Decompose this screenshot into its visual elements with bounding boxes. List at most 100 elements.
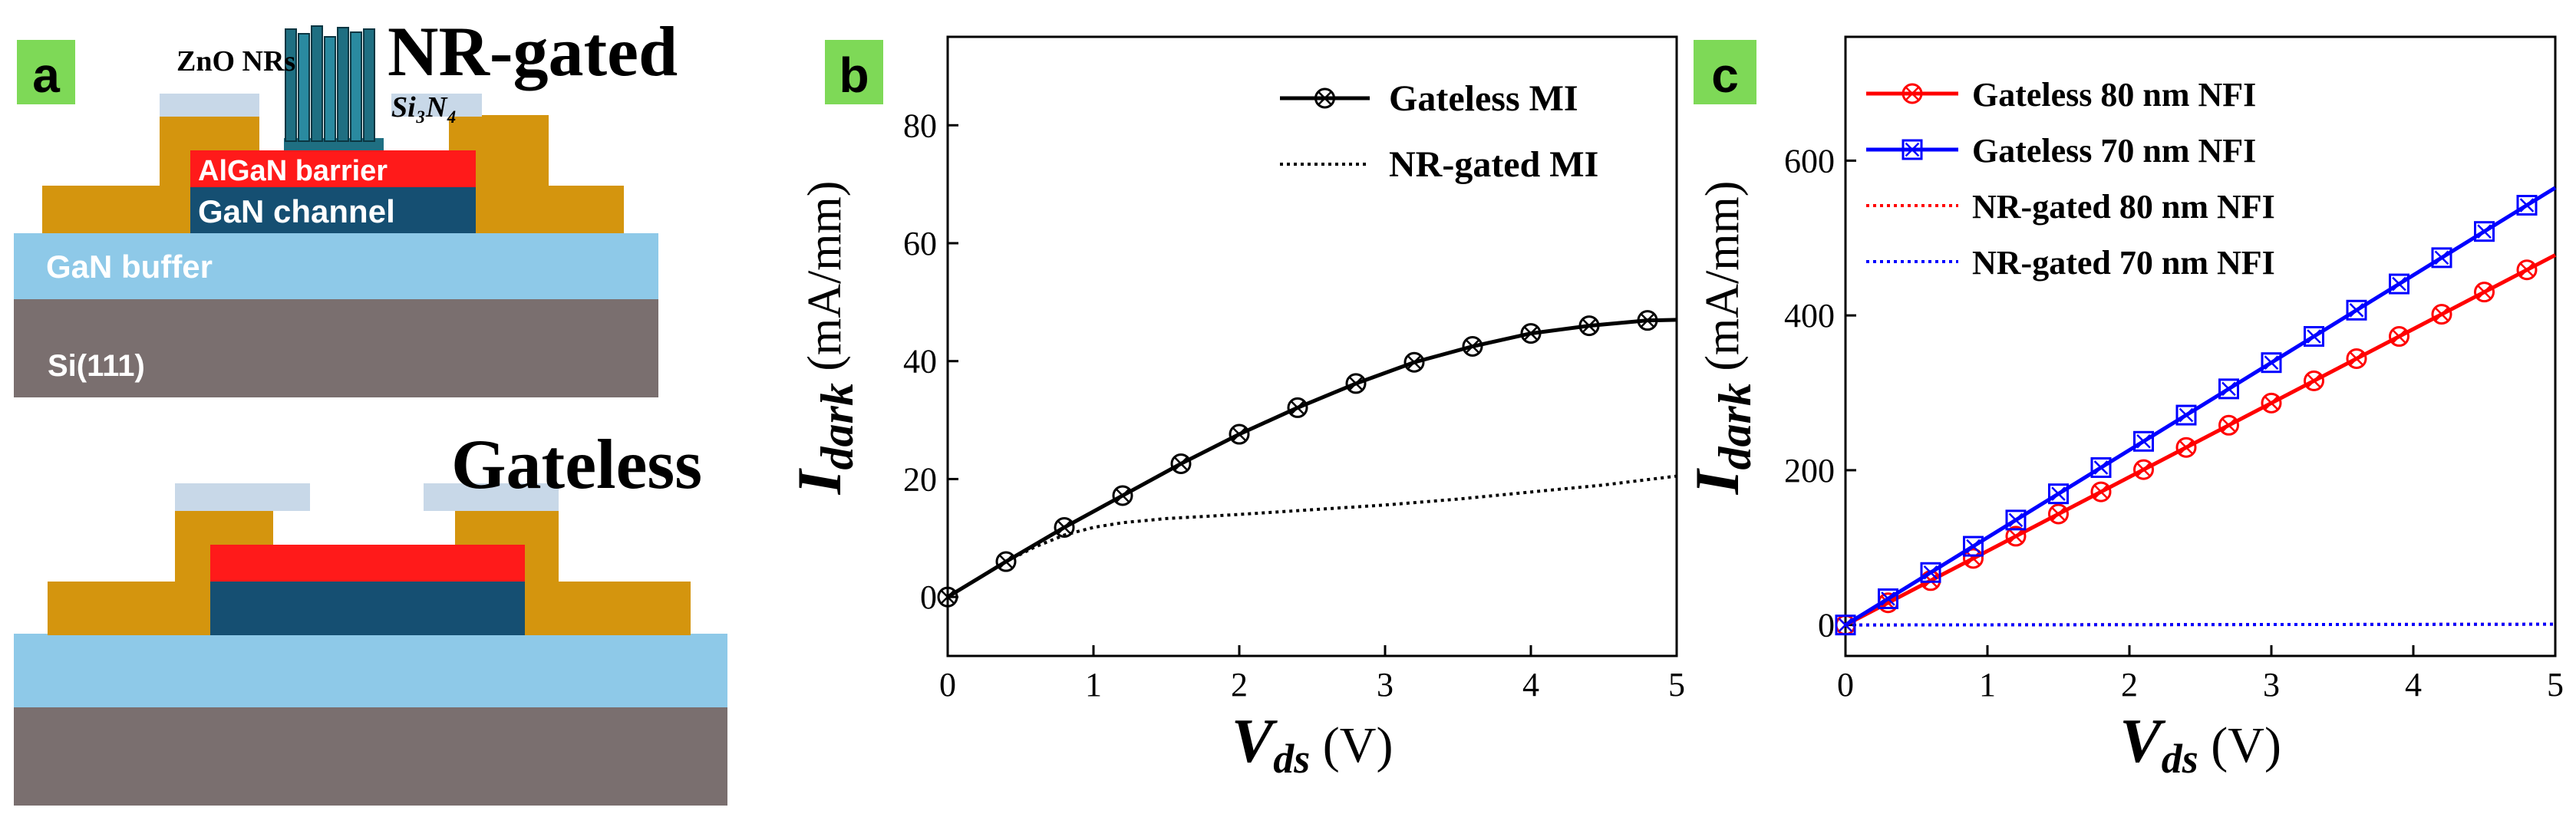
data-point-marker-cross	[1290, 400, 1305, 415]
data-point-marker-cross	[1966, 539, 1981, 554]
legend-label: Gateless 80 nm NFI	[1972, 76, 2256, 114]
data-point-marker	[1403, 351, 1425, 373]
si3n4-left	[160, 94, 259, 117]
data-point-marker-cross	[1966, 551, 1981, 566]
data-point-marker	[2516, 259, 2538, 281]
substrate-gateless	[14, 706, 727, 806]
panel-a-label-bg	[17, 40, 75, 104]
data-point-marker-cross	[1318, 91, 1332, 106]
panel-c-label: c	[1711, 48, 1739, 103]
data-point-marker-cross	[2307, 329, 2321, 344]
data-point-marker-cross	[1582, 318, 1597, 333]
series-line	[946, 318, 1677, 599]
data-point-marker	[995, 551, 1017, 572]
series-line	[1845, 622, 2556, 627]
x-tick-label: 5	[2547, 666, 2564, 704]
legend-label: NR-gated 70 nm NFI	[1972, 244, 2275, 282]
data-point-marker	[2175, 404, 2197, 426]
data-point-marker	[2090, 481, 2112, 503]
legend-label: NR-gated 80 nm NFI	[1972, 188, 2275, 226]
data-point-marker	[2474, 282, 2495, 303]
data-point-marker	[1112, 485, 1133, 506]
data-point-marker-cross	[1232, 427, 1247, 442]
data-point-marker-cross	[1407, 354, 1422, 370]
data-point-marker-cross	[1348, 376, 1364, 391]
series-line	[1844, 253, 2557, 627]
si111-substrate	[14, 298, 658, 397]
panel-b-label-bg	[825, 40, 883, 104]
data-point-marker	[2346, 348, 2367, 369]
data-point-marker-cross	[1465, 339, 1480, 354]
data-point-marker-cross	[1905, 86, 1920, 101]
zno-nrs-label: ZnO NRs	[176, 45, 295, 77]
data-point-marker-cross	[2519, 262, 2535, 278]
data-point-marker	[1901, 139, 1923, 160]
data-point-marker	[1462, 336, 1483, 357]
x-tick-label: 2	[1231, 666, 1248, 704]
algan-barrier-label: AlGaN barrier	[198, 155, 388, 187]
data-point-marker	[2218, 414, 2239, 436]
data-point-marker-cross	[2221, 381, 2236, 397]
y-tick-label: 40	[903, 343, 937, 381]
data-point-marker-cross	[1115, 488, 1130, 503]
data-point-marker	[2389, 326, 2409, 348]
data-point-marker-cross	[2434, 250, 2449, 265]
data-point-marker-cross	[1057, 520, 1072, 535]
si3n4-label: Si₃N₄	[391, 91, 457, 124]
gan-channel-label: GaN channel	[198, 193, 395, 229]
data-point-marker	[2005, 526, 2027, 547]
algan-barrier-layer	[190, 150, 476, 187]
y-tick-label: 60	[903, 225, 937, 262]
x-tick-label: 3	[1377, 666, 1394, 704]
data-point-marker-cross	[2093, 484, 2109, 499]
series-line	[946, 474, 1677, 598]
legend-label: NR-gated MI	[1389, 144, 1598, 185]
data-point-marker	[937, 586, 958, 608]
data-point-marker	[2175, 437, 2197, 458]
nr-gated-device: ZnO NRs NR-gated Si₃N₄ AlGaN barrier GaN…	[14, 12, 678, 397]
x-axis-label: Vds (V)	[2119, 706, 2281, 782]
chart-b: 0 1 2 3 4 5 0 20 40 60 80 Vds (V) Idark (mA/mm) Gatel…	[784, 35, 1685, 782]
data-point-marker	[2090, 456, 2112, 478]
x-tick-label: 4	[2405, 666, 2422, 704]
plot-frame	[946, 35, 1678, 657]
data-point-marker	[2261, 392, 2282, 414]
data-point-marker	[2516, 195, 2538, 216]
data-point-marker-cross	[2179, 407, 2194, 423]
zno-nanorod	[298, 33, 310, 142]
si3n4-right-gateless	[424, 483, 559, 511]
data-point-marker-cross	[1173, 456, 1189, 471]
channel-gateless	[210, 582, 525, 635]
zno-nanorods	[285, 25, 375, 142]
si3n4-left-gateless	[175, 483, 310, 511]
x-tick-label: 4	[1522, 666, 1539, 704]
panel-a: a ZnO NRs NR-gated	[14, 12, 727, 806]
data-point-marker-cross	[2349, 303, 2364, 318]
data-point-marker-cross	[1640, 313, 1655, 328]
y-tick-label: 600	[1784, 142, 1835, 180]
data-point-marker	[1637, 310, 1658, 331]
y-axis-label: Idark (mA/mm)	[1682, 181, 1760, 496]
data-point-marker-cross	[2477, 285, 2492, 299]
si3n4-right	[391, 94, 482, 117]
gan-channel-layer	[190, 187, 476, 233]
zno-nanorod	[285, 28, 297, 142]
data-point-marker	[1170, 453, 1192, 474]
y-tick-label: 0	[1818, 607, 1835, 644]
data-point-marker	[1920, 562, 1941, 583]
panel-a-label: a	[32, 48, 60, 103]
data-point-marker	[1878, 588, 1898, 609]
data-point-marker-cross	[2392, 276, 2406, 292]
data-point-marker-cross	[2264, 355, 2279, 370]
data-point-marker-cross	[2307, 374, 2321, 388]
y-tick-label: 400	[1784, 297, 1835, 334]
data-point-marker	[2346, 299, 2367, 321]
panel-c: c 0 1 2 3 4 5 0 200 400 600 Vds (V) Idark (mA/mm) Ga…	[1682, 35, 2564, 782]
data-point-marker	[1229, 423, 1250, 445]
barrier-gateless	[210, 545, 525, 582]
data-point-marker-cross	[2051, 506, 2066, 522]
x-tick-label: 0	[939, 666, 956, 704]
data-point-marker	[2133, 430, 2154, 452]
data-point-marker-cross	[2264, 396, 2279, 410]
